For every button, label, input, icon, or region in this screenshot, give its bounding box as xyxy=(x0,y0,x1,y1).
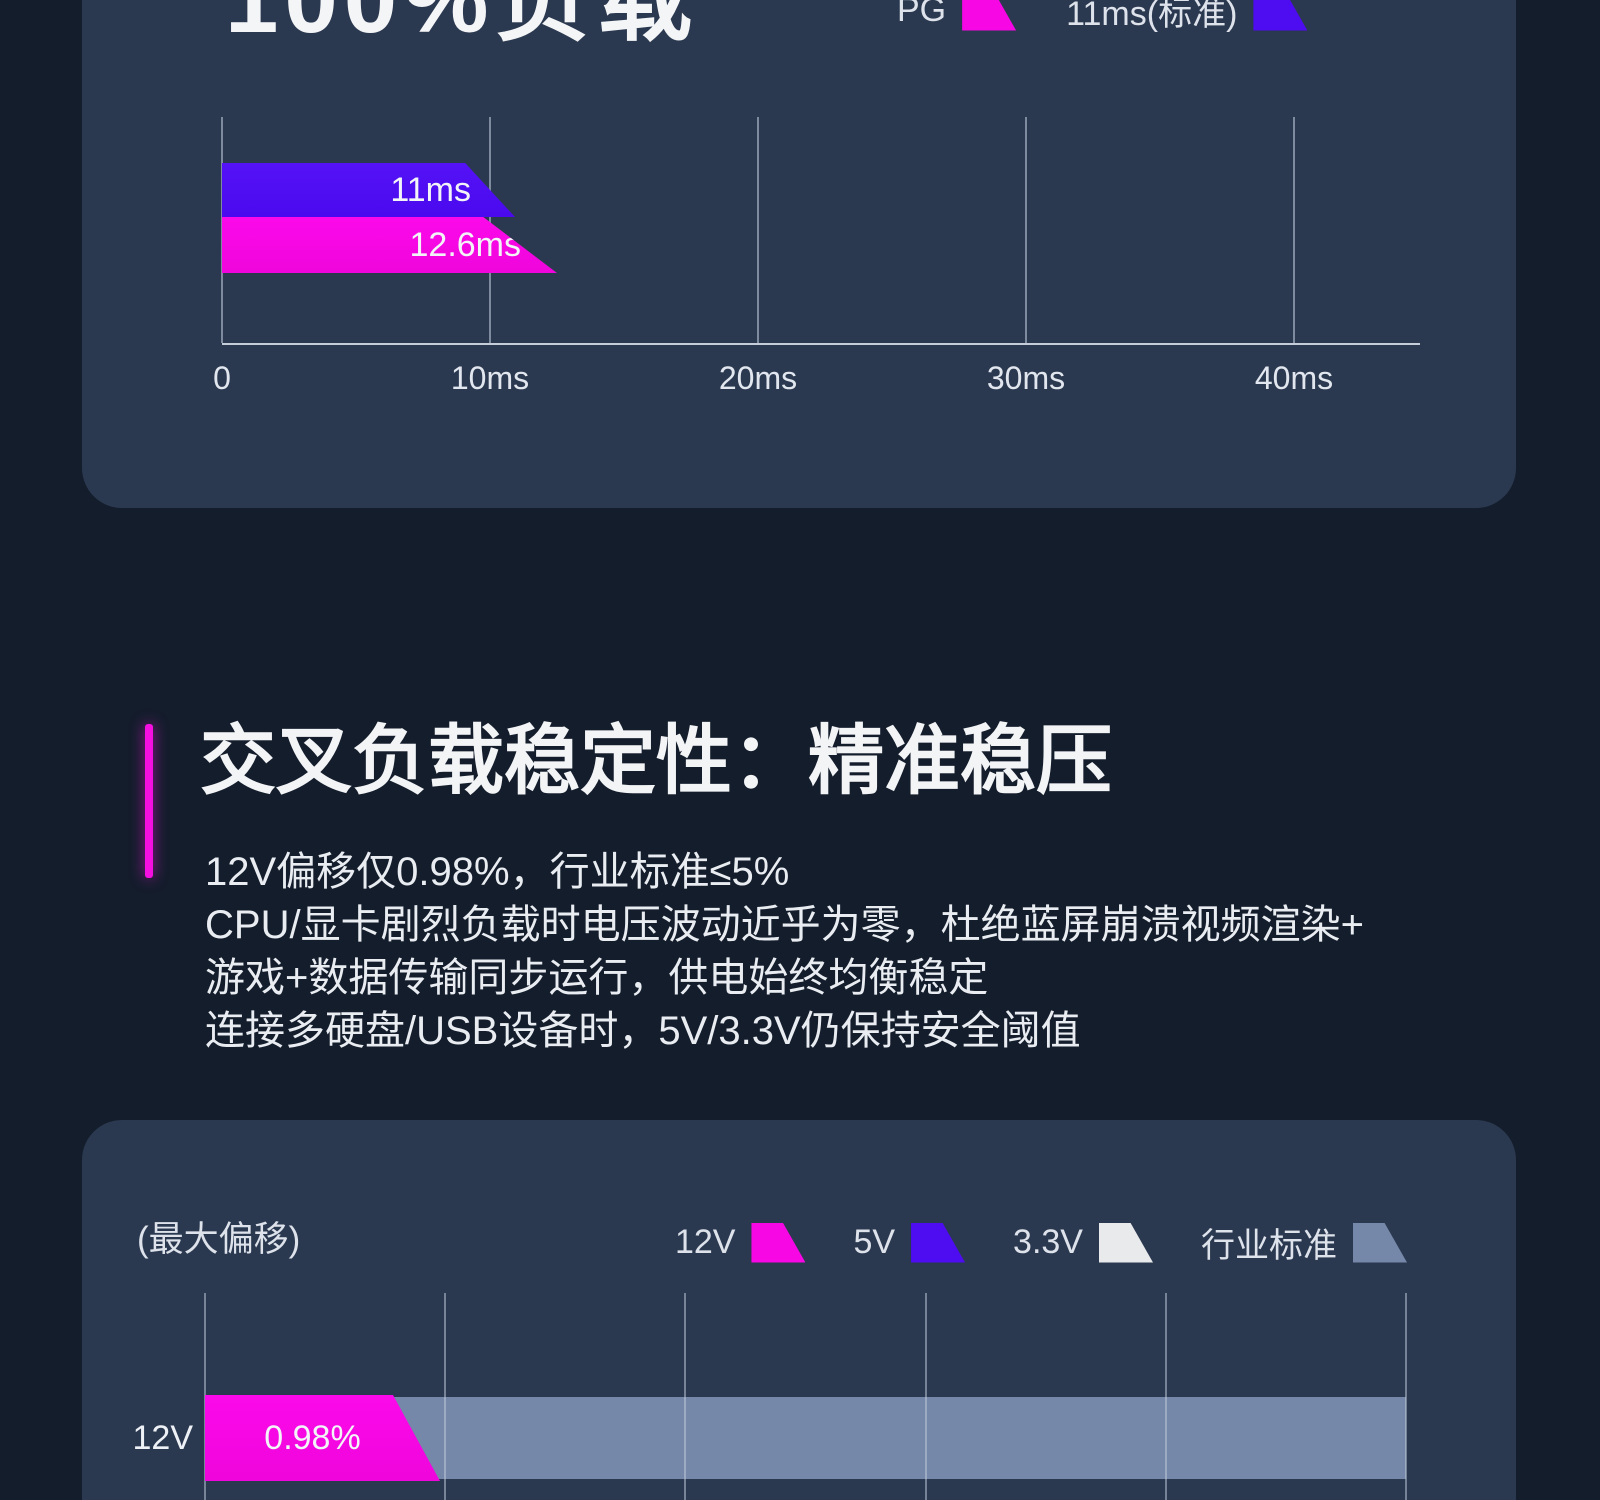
crossload-heading: 交叉负载稳定性：精准稳压 xyxy=(200,719,1112,804)
white-swatch-icon xyxy=(1099,1222,1153,1263)
holdup-title: 100%负载 xyxy=(225,0,699,50)
magenta-swatch-icon xyxy=(962,0,1017,31)
body-line: CPU/显卡剧烈负载时电压波动近乎为零，杜绝蓝屏崩溃视频渲染+ xyxy=(205,903,1364,947)
accent-bar xyxy=(145,724,153,878)
legend-label: 3.3V xyxy=(1013,1223,1083,1261)
gridline xyxy=(1165,1293,1167,1500)
gridline xyxy=(684,1293,686,1500)
legend-item-5v: 5V xyxy=(853,1222,966,1263)
legend-label: 11ms(标准) xyxy=(1066,0,1238,33)
x-tick: 40ms xyxy=(1254,360,1334,396)
bar-value-label: 12.6ms xyxy=(409,226,522,264)
violet-swatch-icon xyxy=(1253,0,1308,31)
crossload-legend: 12V 5V 3.3V 行业标准 xyxy=(675,1218,1407,1267)
steel-swatch-icon xyxy=(1353,1222,1407,1263)
legend-label: 12V xyxy=(674,1223,736,1261)
bar-pg-12.6ms: 12.6ms xyxy=(222,217,557,273)
crossload-body: 12V偏移仅0.98%，行业标准≤5% CPU/显卡剧烈负载时电压波动近乎为零，… xyxy=(205,846,1465,1058)
legend-label: 5V xyxy=(853,1223,896,1261)
holdup-chart-card: 100%负载 PG 11ms(标准) 11ms 12.6ms xyxy=(82,0,1516,508)
body-line: 12V偏移仅0.98%，行业标准≤5% xyxy=(205,850,790,894)
x-tick: 0 xyxy=(213,360,231,396)
gridline xyxy=(1025,117,1027,343)
x-tick: 30ms xyxy=(986,360,1066,396)
gridline xyxy=(757,117,759,343)
bar-standard-11ms: 11ms xyxy=(222,163,515,217)
legend-label: PG xyxy=(897,0,947,29)
x-tick: 20ms xyxy=(718,360,798,396)
row-label-12v: 12V xyxy=(132,1419,194,1457)
x-axis-line xyxy=(222,343,1420,345)
bar-12v-offset: 0.98% xyxy=(205,1395,440,1481)
crossload-chart-card: (最大偏移) 12V 5V 3.3V 行业标准 xyxy=(82,1120,1516,1500)
bar-value-label: 0.98% xyxy=(264,1419,361,1457)
holdup-legend: PG 11ms(标准) xyxy=(897,0,1308,35)
legend-item-industry: 行业标准 xyxy=(1201,1218,1407,1267)
gridline xyxy=(1293,117,1295,343)
legend-item-3v3: 3.3V xyxy=(1013,1222,1153,1263)
legend-item-pg: PG xyxy=(897,0,1017,31)
gridline xyxy=(444,1293,446,1500)
magenta-swatch-icon xyxy=(751,1222,806,1263)
gridline xyxy=(1405,1293,1407,1500)
gridline xyxy=(925,1293,927,1500)
legend-item-standard: 11ms(标准) xyxy=(1066,0,1308,35)
max-offset-note: (最大偏移) xyxy=(137,1220,301,1259)
body-line: 游戏+数据传输同步运行，供电始终均衡稳定 xyxy=(205,956,989,1000)
legend-label: 行业标准 xyxy=(1201,1227,1337,1265)
bar-value-label: 11ms xyxy=(390,171,471,209)
violet-swatch-icon xyxy=(911,1222,966,1263)
x-tick: 10ms xyxy=(450,360,530,396)
legend-item-12v: 12V xyxy=(674,1222,806,1263)
body-line: 连接多硬盘/USB设备时，5V/3.3V仍保持安全阈值 xyxy=(205,1009,1081,1053)
